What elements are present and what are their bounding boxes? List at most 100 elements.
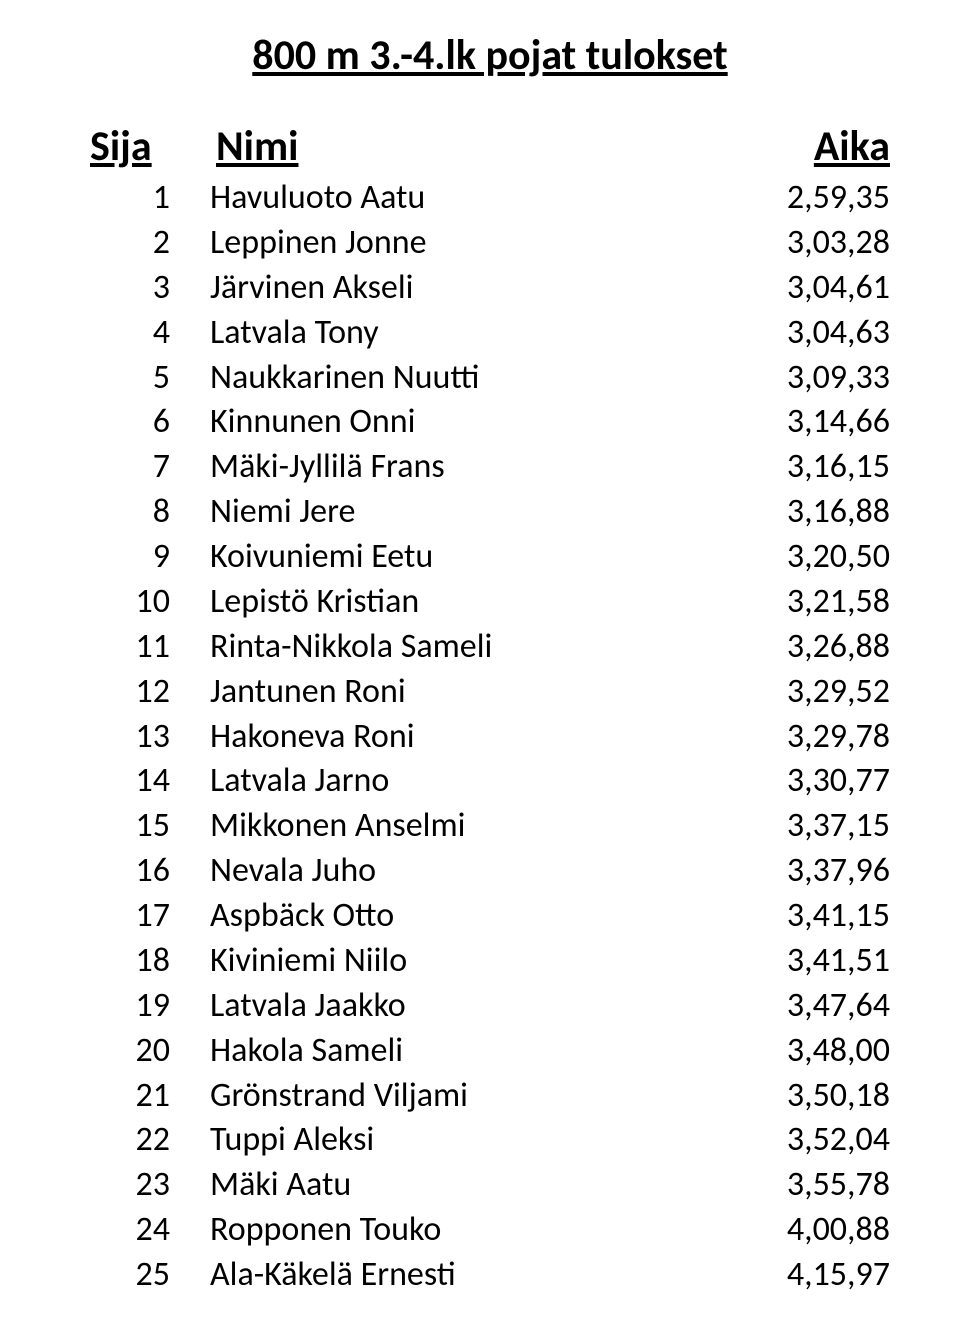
table-row: 5Naukkarinen Nuutti3,09,33 <box>90 356 890 401</box>
table-row: 19Latvala Jaakko3,47,64 <box>90 984 890 1029</box>
cell-sija: 16 <box>90 849 210 894</box>
page-title: 800 m 3.-4.lk pojat tulokset <box>90 30 890 81</box>
cell-aika: 3,30,77 <box>690 759 890 804</box>
cell-sija: 12 <box>90 670 210 715</box>
cell-sija: 25 <box>90 1253 210 1298</box>
cell-aika: 3,41,51 <box>690 939 890 984</box>
table-row: 2Leppinen Jonne3,03,28 <box>90 221 890 266</box>
cell-nimi: Lepistö Kristian <box>210 580 690 625</box>
cell-nimi: Koivuniemi Eetu <box>210 535 690 580</box>
cell-nimi: Mikkonen Anselmi <box>210 804 690 849</box>
cell-nimi: Naukkarinen Nuutti <box>210 356 690 401</box>
cell-nimi: Aspbäck Otto <box>210 894 690 939</box>
cell-nimi: Mäki Aatu <box>210 1163 690 1208</box>
cell-sija: 19 <box>90 984 210 1029</box>
cell-aika: 3,04,63 <box>690 311 890 356</box>
cell-sija: 6 <box>90 400 210 445</box>
cell-nimi: Nevala Juho <box>210 849 690 894</box>
cell-aika: 3,29,78 <box>690 715 890 760</box>
header-sija: Sija <box>90 121 210 172</box>
cell-sija: 18 <box>90 939 210 984</box>
cell-sija: 2 <box>90 221 210 266</box>
table-row: 25Ala-Käkelä Ernesti4,15,97 <box>90 1253 890 1298</box>
cell-nimi: Ala-Käkelä Ernesti <box>210 1253 690 1298</box>
cell-sija: 10 <box>90 580 210 625</box>
cell-nimi: Hakola Sameli <box>210 1029 690 1074</box>
table-header: Sija Nimi Aika <box>90 121 890 172</box>
table-row: 12Jantunen Roni3,29,52 <box>90 670 890 715</box>
cell-nimi: Hakoneva Roni <box>210 715 690 760</box>
table-row: 21Grönstrand Viljami3,50,18 <box>90 1074 890 1119</box>
cell-nimi: Mäki-Jyllilä Frans <box>210 445 690 490</box>
cell-aika: 3,03,28 <box>690 221 890 266</box>
cell-nimi: Niemi Jere <box>210 490 690 535</box>
header-nimi: Nimi <box>210 121 690 172</box>
cell-nimi: Latvala Tony <box>210 311 690 356</box>
cell-sija: 4 <box>90 311 210 356</box>
cell-nimi: Latvala Jarno <box>210 759 690 804</box>
table-row: 11Rinta-Nikkola Sameli3,26,88 <box>90 625 890 670</box>
cell-aika: 4,00,88 <box>690 1208 890 1253</box>
table-row: 10Lepistö Kristian3,21,58 <box>90 580 890 625</box>
cell-aika: 3,26,88 <box>690 625 890 670</box>
cell-nimi: Tuppi Aleksi <box>210 1118 690 1163</box>
table-row: 4Latvala Tony3,04,63 <box>90 311 890 356</box>
cell-nimi: Kiviniemi Niilo <box>210 939 690 984</box>
table-row: 9Koivuniemi Eetu3,20,50 <box>90 535 890 580</box>
cell-aika: 3,04,61 <box>690 266 890 311</box>
cell-sija: 22 <box>90 1118 210 1163</box>
cell-aika: 3,14,66 <box>690 400 890 445</box>
cell-nimi: Havuluoto Aatu <box>210 176 690 221</box>
cell-aika: 3,47,64 <box>690 984 890 1029</box>
cell-aika: 3,37,15 <box>690 804 890 849</box>
cell-nimi: Kinnunen Onni <box>210 400 690 445</box>
table-row: 16Nevala Juho3,37,96 <box>90 849 890 894</box>
cell-nimi: Leppinen Jonne <box>210 221 690 266</box>
cell-sija: 15 <box>90 804 210 849</box>
cell-aika: 3,29,52 <box>690 670 890 715</box>
table-row: 22Tuppi Aleksi3,52,04 <box>90 1118 890 1163</box>
cell-sija: 7 <box>90 445 210 490</box>
cell-aika: 3,21,58 <box>690 580 890 625</box>
cell-sija: 20 <box>90 1029 210 1074</box>
table-row: 6Kinnunen Onni3,14,66 <box>90 400 890 445</box>
cell-sija: 9 <box>90 535 210 580</box>
cell-aika: 3,20,50 <box>690 535 890 580</box>
results-page: 800 m 3.-4.lk pojat tulokset Sija Nimi A… <box>0 0 960 1338</box>
cell-aika: 2,59,35 <box>690 176 890 221</box>
cell-nimi: Grönstrand Viljami <box>210 1074 690 1119</box>
cell-sija: 13 <box>90 715 210 760</box>
cell-nimi: Rinta-Nikkola Sameli <box>210 625 690 670</box>
cell-sija: 17 <box>90 894 210 939</box>
cell-aika: 3,52,04 <box>690 1118 890 1163</box>
table-row: 17Aspbäck Otto3,41,15 <box>90 894 890 939</box>
cell-aika: 3,41,15 <box>690 894 890 939</box>
table-row: 23Mäki Aatu3,55,78 <box>90 1163 890 1208</box>
table-row: 13Hakoneva Roni3,29,78 <box>90 715 890 760</box>
cell-sija: 8 <box>90 490 210 535</box>
cell-sija: 24 <box>90 1208 210 1253</box>
cell-nimi: Latvala Jaakko <box>210 984 690 1029</box>
cell-aika: 3,16,88 <box>690 490 890 535</box>
table-row: 8Niemi Jere3,16,88 <box>90 490 890 535</box>
table-row: 20Hakola Sameli3,48,00 <box>90 1029 890 1074</box>
table-row: 14Latvala Jarno3,30,77 <box>90 759 890 804</box>
cell-aika: 3,16,15 <box>690 445 890 490</box>
cell-sija: 11 <box>90 625 210 670</box>
table-row: 7Mäki-Jyllilä Frans3,16,15 <box>90 445 890 490</box>
cell-nimi: Jantunen Roni <box>210 670 690 715</box>
cell-aika: 3,48,00 <box>690 1029 890 1074</box>
cell-sija: 3 <box>90 266 210 311</box>
cell-nimi: Järvinen Akseli <box>210 266 690 311</box>
cell-aika: 3,09,33 <box>690 356 890 401</box>
cell-aika: 3,50,18 <box>690 1074 890 1119</box>
header-aika: Aika <box>690 121 890 172</box>
cell-sija: 5 <box>90 356 210 401</box>
table-row: 18Kiviniemi Niilo3,41,51 <box>90 939 890 984</box>
table-row: 3Järvinen Akseli3,04,61 <box>90 266 890 311</box>
table-row: 15Mikkonen Anselmi3,37,15 <box>90 804 890 849</box>
cell-nimi: Ropponen Touko <box>210 1208 690 1253</box>
cell-aika: 4,15,97 <box>690 1253 890 1298</box>
cell-aika: 3,37,96 <box>690 849 890 894</box>
table-body: 1Havuluoto Aatu2,59,352Leppinen Jonne3,0… <box>90 176 890 1298</box>
